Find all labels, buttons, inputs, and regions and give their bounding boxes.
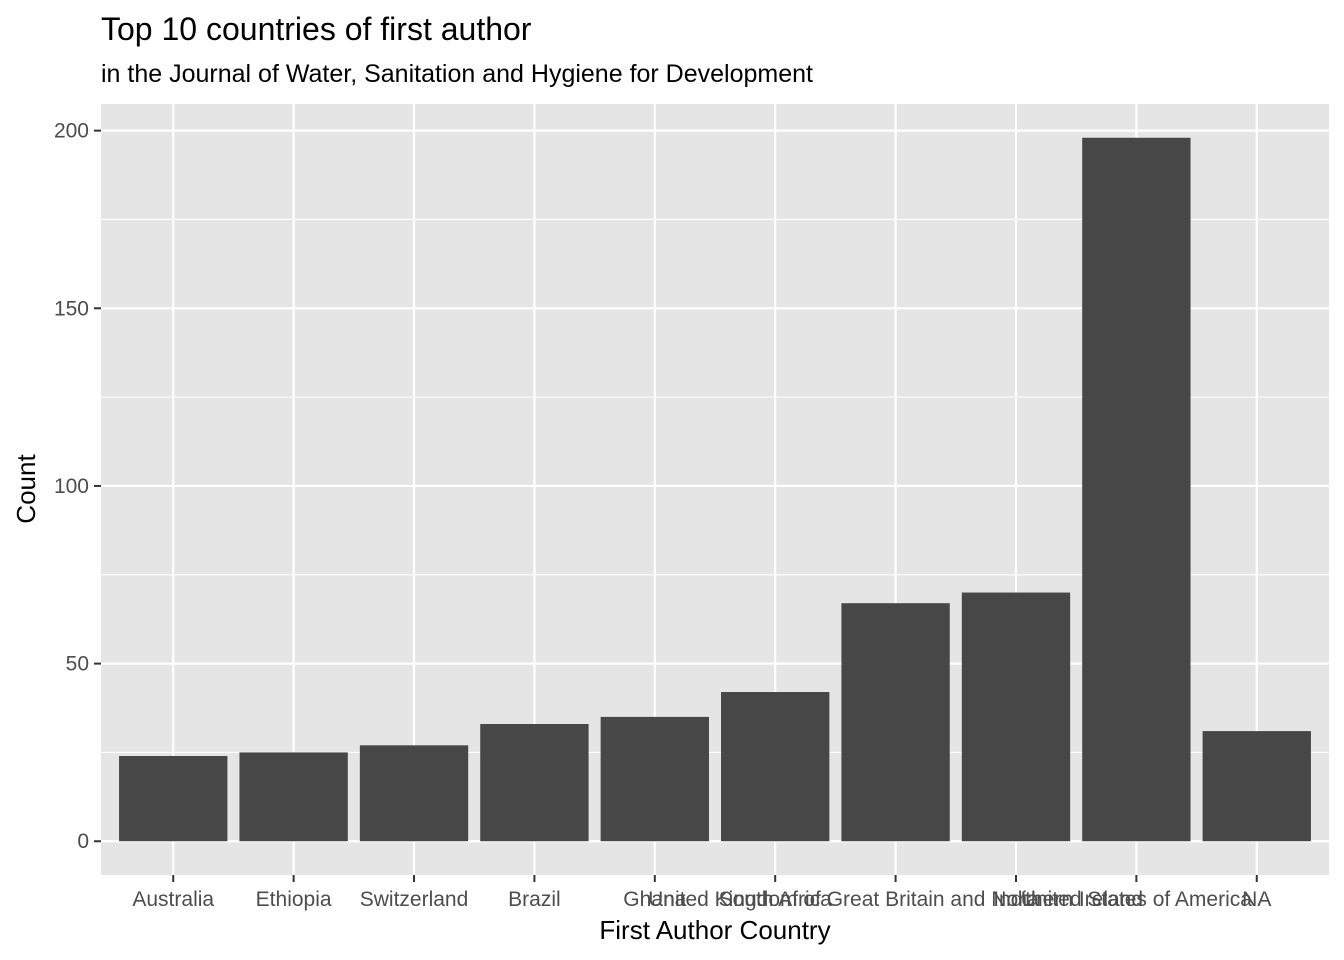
y-tick-label: 150 xyxy=(54,297,89,320)
y-tick-label: 50 xyxy=(66,653,89,676)
y-axis-title: Count xyxy=(11,454,41,524)
x-tick-label: Brazil xyxy=(508,888,561,911)
x-tick-label: Switzerland xyxy=(360,888,469,911)
x-tick-label: South Africa xyxy=(719,888,833,911)
bars xyxy=(119,137,1311,842)
x-tick-label: NA xyxy=(1242,888,1271,911)
bar-india xyxy=(961,592,1071,842)
bar-brazil xyxy=(480,723,589,842)
bar-australia xyxy=(119,755,228,842)
bar-ghana xyxy=(600,716,709,842)
bar-ethiopia xyxy=(239,752,348,842)
bar-united-states-of-america xyxy=(1082,137,1191,842)
y-axis: 0 50 100 150 200 xyxy=(54,120,101,853)
x-tick-label: United Kingdom of Great Britain and Nort… xyxy=(648,888,1143,911)
x-axis: Australia Ethiopia Switzerland Brazil Ghana S… xyxy=(132,875,1271,911)
bar-united-kingdom-of-great-britain-and-northern-ireland xyxy=(841,603,950,842)
y-tick-label: 100 xyxy=(54,475,89,498)
y-tick-label: 200 xyxy=(54,120,89,143)
chart-subtitle: in the Journal of Water, Sanitation and … xyxy=(101,60,813,88)
chart-title: Top 10 countries of first author xyxy=(101,11,532,47)
x-tick-label: Australia xyxy=(132,888,214,911)
bar-switzerland xyxy=(359,745,469,842)
bar-na xyxy=(1202,731,1311,842)
x-tick-label: India xyxy=(993,888,1039,911)
x-tick-label: Ethiopia xyxy=(256,888,332,911)
x-tick-label: Ghana xyxy=(623,888,686,911)
bar-south-africa xyxy=(721,692,830,842)
x-axis-title: First Author Country xyxy=(599,915,830,945)
x-tick-label: United States of America xyxy=(1021,888,1252,911)
y-tick-label: 0 xyxy=(77,830,89,853)
